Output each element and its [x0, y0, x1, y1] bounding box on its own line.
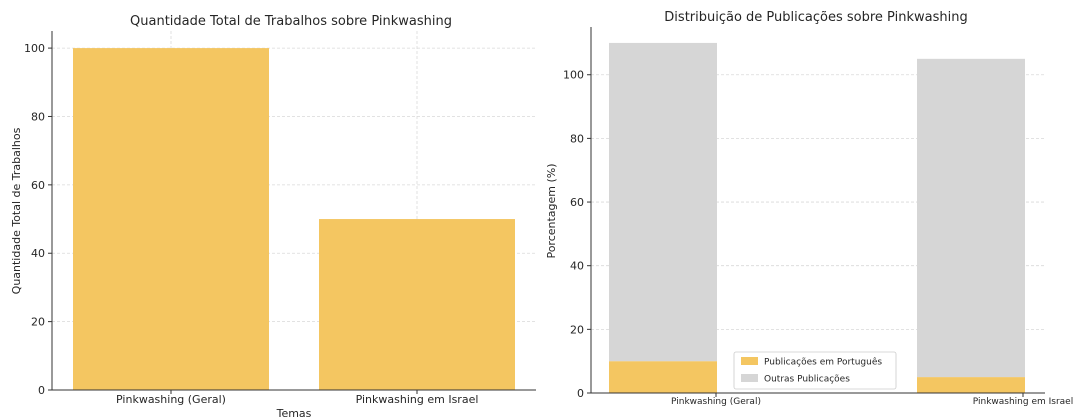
- chart1-y-tick-label: 20: [31, 316, 45, 329]
- chart1-bar: [73, 48, 269, 390]
- chart2-axes: [590, 27, 1045, 397]
- chart2-title: Distribuição de Publicações sobre Pinkwa…: [664, 10, 967, 25]
- chart1-y-axis-label: Quantidade Total de Trabalhos: [10, 127, 23, 294]
- chart1-x-axis-label: Temas: [276, 407, 312, 419]
- chart2-y-tick-label: 20: [570, 323, 584, 336]
- chart2-y-tick-label: 40: [570, 260, 584, 273]
- chart2-y-axis-label: Porcentagem (%): [545, 163, 558, 258]
- chart2-x-tick-label: Pinkwashing (Geral): [671, 397, 761, 407]
- chart2-x-ticks: Pinkwashing (Geral) Pinkwashing em Israe…: [671, 397, 1073, 407]
- chart2-y-tick-label: 100: [563, 69, 584, 82]
- chart-publication-distribution: Distribuição de Publicações sobre Pinkwa…: [545, 10, 1073, 407]
- chart1-y-tick-label: 40: [31, 247, 45, 260]
- chart1-x-tick-label: Pinkwashing (Geral): [116, 393, 226, 406]
- chart2-bar-portuguese: [609, 361, 717, 393]
- chart1-y-tick-label: 100: [24, 42, 45, 55]
- chart2-bar-other: [917, 58, 1025, 378]
- chart1-y-ticks: 0 20 40 60 80 100: [24, 42, 52, 397]
- legend-frame: [733, 351, 897, 390]
- chart2-bars: [609, 42, 1025, 393]
- chart1-title: Quantidade Total de Trabalhos sobre Pink…: [130, 14, 452, 29]
- chart1-x-tick-label: Pinkwashing em Israel: [356, 393, 479, 406]
- legend-label-other: Outras Publicações: [764, 375, 850, 385]
- chart-total-works: Quantidade Total de Trabalhos sobre Pink…: [10, 14, 536, 419]
- chart2-y-tick-label: 80: [570, 132, 584, 145]
- chart1-bars: [73, 48, 515, 390]
- chart2-y-tick-label: 60: [570, 196, 584, 209]
- chart1-y-tick-label: 0: [38, 384, 45, 397]
- chart1-bar: [319, 219, 515, 390]
- legend-swatch-other: [741, 374, 758, 382]
- chart1-y-tick-label: 80: [31, 110, 45, 123]
- chart2-y-tick-label: 0: [577, 387, 584, 400]
- legend-swatch-portuguese: [741, 357, 758, 365]
- chart2-bar-portuguese: [917, 377, 1025, 393]
- chart2-x-tick-label: Pinkwashing em Israel: [973, 397, 1073, 407]
- chart2-bar-other: [609, 42, 717, 362]
- chart1-axes: [51, 31, 536, 394]
- chart1-x-ticks: Pinkwashing (Geral) Pinkwashing em Israe…: [116, 393, 478, 406]
- legend-label-portuguese: Publicações em Português: [764, 357, 882, 368]
- chart1-y-tick-label: 60: [31, 179, 45, 192]
- chart2-legend: Publicações em Português Outras Publicaç…: [733, 351, 897, 390]
- chart2-y-ticks: 0 20 40 60 80 100: [563, 69, 591, 400]
